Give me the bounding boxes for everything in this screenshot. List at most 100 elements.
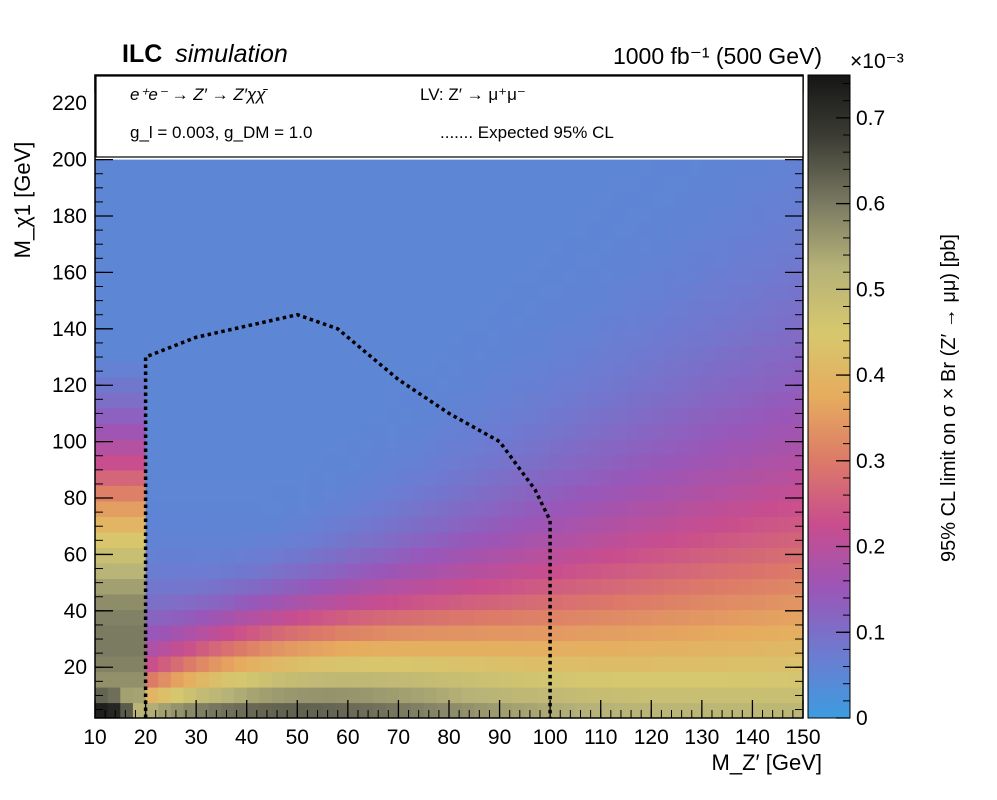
heatmap-cell bbox=[360, 175, 374, 192]
heatmap-cell bbox=[575, 190, 589, 207]
heatmap-cell bbox=[588, 593, 602, 611]
heatmap-cell bbox=[562, 361, 577, 378]
heatmap-cell bbox=[777, 686, 791, 704]
heatmap-cell bbox=[95, 702, 109, 718]
heatmap-cell bbox=[765, 376, 779, 393]
heatmap-cell bbox=[145, 469, 159, 486]
heatmap-cell bbox=[676, 500, 690, 517]
heatmap-cell bbox=[272, 485, 286, 502]
heatmap-cell bbox=[373, 702, 387, 718]
heatmap-cell bbox=[461, 531, 475, 548]
heatmap-cell bbox=[259, 175, 273, 192]
heatmap-cell bbox=[575, 175, 589, 192]
heatmap-cell bbox=[132, 175, 147, 192]
heatmap-cell bbox=[145, 547, 159, 564]
heatmap-cell bbox=[95, 392, 109, 409]
heatmap-cell bbox=[790, 345, 803, 362]
heatmap-cell bbox=[196, 206, 210, 223]
heatmap-cell bbox=[208, 159, 223, 176]
heatmap-cell bbox=[436, 376, 450, 393]
heatmap-cell bbox=[423, 655, 437, 673]
heatmap-cell bbox=[486, 624, 501, 642]
heatmap-cell bbox=[714, 268, 728, 285]
heatmap-cell bbox=[132, 361, 147, 378]
heatmap-cell bbox=[234, 206, 248, 223]
heatmap-cell bbox=[170, 376, 185, 393]
heatmap-cell bbox=[613, 547, 627, 564]
heatmap-cell bbox=[663, 423, 678, 440]
heatmap-cell bbox=[196, 299, 210, 316]
colorbar-scale-label: ×10⁻³ bbox=[850, 50, 904, 73]
heatmap-cell bbox=[423, 640, 437, 657]
heatmap-cell bbox=[132, 330, 147, 347]
heatmap-cell bbox=[651, 702, 665, 718]
heatmap-cell bbox=[689, 671, 703, 688]
heatmap-cell bbox=[272, 268, 286, 285]
heatmap-cell bbox=[600, 237, 614, 254]
heatmap-cell bbox=[765, 159, 779, 176]
heatmap-cell bbox=[322, 175, 336, 192]
heatmap-cell bbox=[765, 252, 779, 269]
heatmap-cell bbox=[259, 206, 273, 223]
heatmap-cell bbox=[562, 547, 577, 564]
heatmap-cell bbox=[765, 469, 779, 486]
heatmap-cell bbox=[208, 547, 223, 564]
heatmap-cell bbox=[360, 237, 374, 254]
heatmap-cell bbox=[524, 469, 539, 486]
heatmap-cell bbox=[196, 407, 210, 424]
heatmap-cell bbox=[398, 516, 412, 533]
heatmap-cell bbox=[95, 190, 109, 207]
heatmap-cell bbox=[626, 702, 640, 718]
heatmap-cell bbox=[170, 609, 185, 626]
heatmap-cell bbox=[474, 206, 488, 223]
heatmap-cell bbox=[120, 206, 134, 223]
heatmap-cell bbox=[208, 516, 223, 533]
heatmap-cell bbox=[651, 221, 665, 238]
heatmap-cell bbox=[360, 190, 374, 207]
heatmap-cell bbox=[512, 531, 526, 548]
heatmap-cell bbox=[95, 175, 109, 192]
heatmap-cell bbox=[727, 345, 741, 362]
heatmap-cell bbox=[752, 314, 766, 331]
heatmap-cell bbox=[486, 299, 501, 316]
heatmap-cell bbox=[626, 299, 640, 316]
heatmap-cell bbox=[272, 469, 286, 486]
heatmap-cell bbox=[95, 299, 109, 316]
heatmap-cell bbox=[701, 671, 716, 688]
heatmap-cell bbox=[234, 361, 248, 378]
heatmap-cell bbox=[284, 671, 298, 688]
heatmap-cell bbox=[461, 376, 475, 393]
heatmap-cell bbox=[411, 469, 425, 486]
heatmap-cell bbox=[588, 361, 602, 378]
heatmap-cell bbox=[221, 299, 235, 316]
heatmap-cell bbox=[752, 609, 766, 626]
heatmap-cell bbox=[562, 221, 577, 238]
heatmap-cell bbox=[335, 407, 349, 424]
heatmap-cell bbox=[765, 454, 779, 471]
heatmap-cell bbox=[309, 547, 324, 564]
heatmap-cell bbox=[651, 376, 665, 393]
heatmap-cell bbox=[196, 547, 210, 564]
heatmap-cell bbox=[537, 361, 551, 378]
heatmap-cell bbox=[651, 206, 665, 223]
heatmap-cell bbox=[765, 423, 779, 440]
heatmap-cell bbox=[322, 407, 336, 424]
heatmap-cell bbox=[132, 252, 147, 269]
heatmap-cell bbox=[790, 438, 803, 455]
heatmap-cell bbox=[752, 655, 766, 673]
heatmap-cell bbox=[297, 159, 311, 176]
heatmap-cell bbox=[588, 516, 602, 533]
heatmap-cell bbox=[183, 485, 197, 502]
heatmap-cell bbox=[537, 655, 551, 673]
heatmap-cell bbox=[132, 314, 147, 331]
heatmap-cell bbox=[411, 423, 425, 440]
heatmap-cell bbox=[449, 531, 463, 548]
heatmap-cell bbox=[284, 175, 298, 192]
heatmap-cell bbox=[714, 624, 728, 642]
heatmap-cell bbox=[512, 516, 526, 533]
heatmap-cell bbox=[613, 283, 627, 300]
heatmap-cell bbox=[575, 671, 589, 688]
heatmap-cell bbox=[423, 361, 437, 378]
heatmap-cell bbox=[373, 283, 387, 300]
heatmap-cell bbox=[284, 283, 298, 300]
